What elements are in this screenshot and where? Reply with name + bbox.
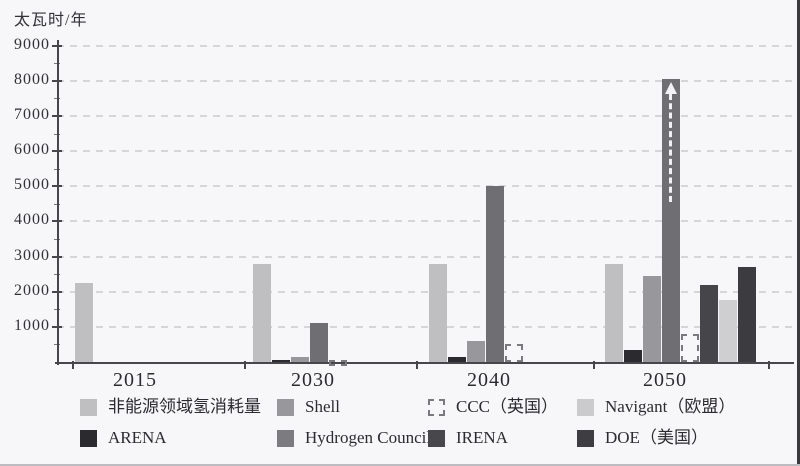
y-axis-unit-label: 太瓦时/年	[14, 12, 88, 29]
legend-swatch-ccc	[428, 399, 445, 416]
x-axis-category-label: 2030	[291, 369, 335, 391]
x-axis-line	[55, 362, 794, 364]
gridline	[57, 114, 792, 117]
scan-edge-bottom	[0, 464, 800, 466]
legend-label-doe: DOE（美国）	[605, 428, 708, 447]
x-axis-category-label: 2015	[113, 369, 157, 391]
arrow-shaft	[669, 94, 672, 203]
legend-swatch-irena	[428, 430, 445, 447]
x-axis-tick	[768, 361, 770, 369]
legend-swatch-non-energy	[80, 399, 97, 416]
bar-ccc-2030	[329, 360, 347, 366]
bar-hydrogen-council-2050	[662, 79, 680, 362]
legend-swatch-arena	[80, 430, 97, 447]
bar-non-energy-2015	[75, 282, 93, 362]
gridline	[57, 44, 792, 47]
legend-label-arena: ARENA	[108, 428, 167, 447]
bar-non-energy-2050	[605, 263, 623, 362]
y-axis-tick-label: 8000	[14, 70, 50, 88]
bar-shell-2050	[643, 275, 661, 362]
y-axis-tick-label: 9000	[14, 35, 50, 53]
bar-non-energy-2040	[429, 263, 447, 362]
gridline	[57, 220, 792, 223]
gridline	[57, 325, 792, 328]
legend-label-hydrogen-council: Hydrogen Council	[305, 428, 432, 447]
bar-hydrogen-council-2030	[310, 323, 328, 362]
x-axis-category-label: 2050	[643, 369, 687, 391]
y-axis-tick-label: 7000	[14, 105, 50, 123]
gridline	[57, 185, 792, 188]
y-axis-tick-label: 2000	[14, 281, 50, 299]
legend-swatch-shell	[277, 399, 294, 416]
legend-swatch-doe	[577, 430, 594, 447]
bar-irena-2050	[700, 284, 718, 362]
legend-label-irena: IRENA	[456, 428, 508, 447]
bar-shell-2030	[291, 356, 309, 362]
x-axis-tick	[244, 361, 246, 369]
gridline	[57, 290, 792, 293]
bar-arena-2050	[624, 349, 642, 362]
bar-arena-2040	[448, 356, 466, 362]
bar-ccc-2050	[681, 333, 699, 362]
y-axis-line	[57, 40, 59, 365]
bar-hydrogen-council-2040	[486, 186, 504, 362]
legend-label-non-energy: 非能源领域氢消耗量	[108, 397, 261, 416]
legend-swatch-hydrogen-council	[277, 430, 294, 447]
legend-swatch-navigant	[577, 399, 594, 416]
bar-ccc-2040	[505, 344, 523, 362]
y-axis-tick-label: 6000	[14, 141, 50, 159]
scan-edge-right	[797, 0, 800, 466]
bar-arena-2030	[272, 360, 290, 362]
gridline	[57, 79, 792, 82]
legend-label-ccc: CCC（英国）	[456, 397, 559, 416]
x-axis-tick	[416, 361, 418, 369]
legend-label-navigant: Navigant（欧盟）	[605, 397, 736, 416]
x-axis-tick	[72, 361, 74, 369]
x-axis-tick	[593, 361, 595, 369]
y-axis-tick-label: 5000	[14, 176, 50, 194]
y-axis-tick-label: 3000	[14, 246, 50, 264]
bar-doe-2050	[738, 267, 756, 362]
bar-non-energy-2030	[253, 263, 271, 362]
x-axis-category-label: 2040	[467, 369, 511, 391]
y-axis-tick-label: 4000	[14, 211, 50, 229]
arrow-up-icon	[665, 82, 677, 95]
bar-navigant-2050	[719, 300, 737, 362]
gridline	[57, 150, 792, 153]
bar-shell-2040	[467, 340, 485, 362]
legend-label-shell: Shell	[305, 397, 340, 416]
gridline	[57, 255, 792, 258]
y-axis-tick-label: 1000	[14, 316, 50, 334]
